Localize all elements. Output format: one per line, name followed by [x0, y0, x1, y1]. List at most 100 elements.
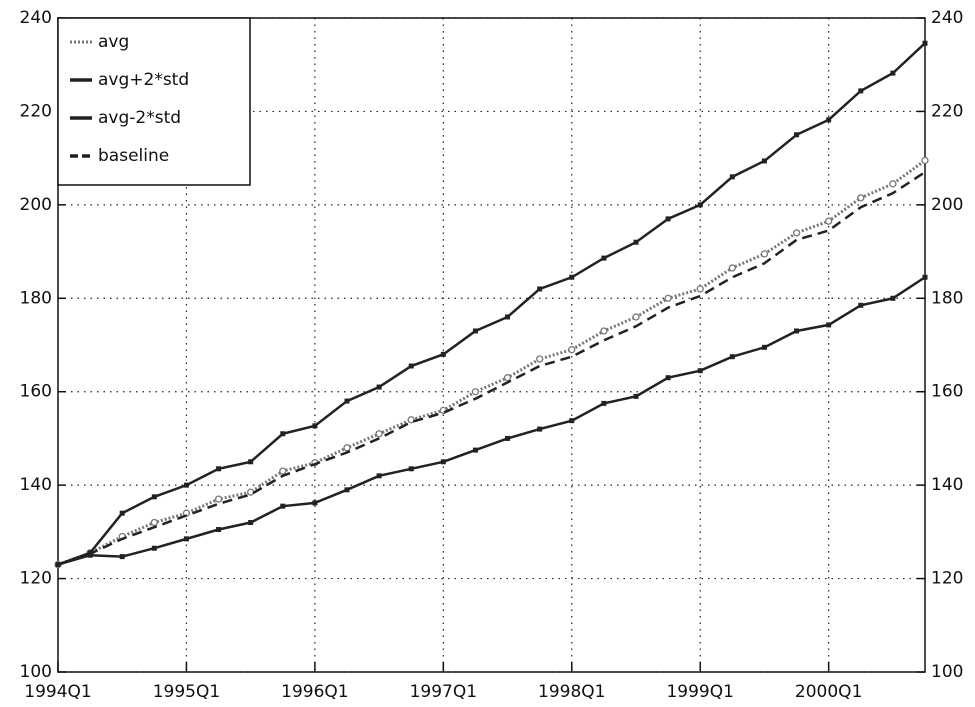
y-tick-label: 140	[20, 475, 52, 495]
point-marker	[536, 355, 544, 363]
point-marker	[344, 487, 350, 493]
point-marker	[407, 416, 415, 424]
point-marker	[889, 180, 897, 188]
point-marker	[344, 398, 350, 404]
y-tick-label: 100	[20, 662, 52, 682]
point-marker	[633, 393, 639, 399]
point-marker	[183, 482, 189, 488]
x-tick-label: 1996Q1	[281, 682, 348, 702]
point-marker	[248, 520, 254, 526]
y2-tick-label: 240	[931, 8, 963, 28]
point-marker	[890, 295, 896, 301]
y2-tick-label: 180	[931, 288, 963, 308]
point-marker	[760, 250, 769, 258]
point-marker	[697, 368, 703, 374]
point-marker	[119, 510, 125, 516]
point-marker	[150, 518, 158, 527]
point-marker	[87, 552, 93, 558]
point-marker	[729, 354, 735, 360]
x-tick-label: 1997Q1	[410, 682, 477, 702]
point-marker	[568, 346, 576, 354]
point-marker	[216, 466, 222, 472]
series-line	[57, 276, 926, 566]
point-marker	[151, 545, 157, 551]
point-marker	[280, 431, 286, 437]
point-marker	[472, 328, 478, 334]
point-marker	[601, 255, 607, 261]
x-tick-label: 1994Q1	[24, 682, 91, 702]
y-tick-label: 220	[20, 101, 52, 121]
legend-label: avg-2*std	[98, 108, 181, 128]
point-marker	[794, 328, 800, 334]
point-marker	[569, 274, 575, 280]
point-marker	[471, 388, 480, 396]
y2-tick-label: 200	[931, 195, 963, 215]
point-marker	[665, 375, 671, 381]
point-marker	[633, 239, 639, 245]
point-marker	[376, 384, 382, 390]
point-marker	[858, 88, 864, 94]
y2-tick-label: 120	[931, 569, 963, 589]
point-marker	[728, 264, 736, 272]
point-marker	[600, 327, 608, 335]
legend-label: baseline	[98, 146, 169, 166]
point-marker	[440, 459, 446, 465]
point-marker	[922, 40, 928, 46]
point-marker	[537, 286, 543, 292]
point-marker	[664, 294, 672, 302]
x-tick-label: 2000Q1	[795, 682, 862, 702]
point-marker	[921, 156, 929, 165]
x-tick-label: 1998Q1	[538, 682, 605, 702]
point-marker	[280, 503, 286, 509]
point-marker	[922, 274, 928, 280]
series-line	[57, 159, 926, 566]
y-tick-label: 200	[20, 195, 52, 215]
y-tick-label: 240	[20, 8, 52, 28]
point-marker	[440, 351, 446, 357]
series-line	[57, 171, 926, 566]
point-marker	[857, 194, 865, 202]
point-marker	[248, 459, 254, 465]
point-marker	[408, 466, 414, 472]
point-marker	[214, 495, 223, 503]
point-marker	[312, 500, 318, 506]
point-marker	[537, 426, 543, 432]
point-marker	[761, 344, 767, 350]
point-marker	[761, 158, 767, 164]
point-marker	[826, 322, 832, 328]
plot-frame	[57, 17, 926, 673]
series-line	[57, 42, 926, 566]
point-marker	[472, 447, 478, 453]
y2-tick-label: 140	[931, 475, 963, 495]
point-marker	[794, 132, 800, 138]
point-marker	[408, 363, 414, 369]
legend-label: avg+2*std	[98, 70, 189, 90]
point-marker	[375, 430, 383, 438]
point-marker	[505, 435, 511, 441]
point-marker	[569, 418, 575, 424]
point-marker	[119, 554, 125, 560]
y2-tick-label: 160	[931, 382, 963, 402]
point-marker	[279, 467, 287, 475]
point-marker	[858, 302, 864, 308]
point-marker	[890, 70, 896, 76]
y-tick-label: 180	[20, 288, 52, 308]
point-marker	[792, 229, 801, 237]
point-marker	[505, 314, 511, 320]
y-tick-label: 160	[20, 382, 52, 402]
point-marker	[632, 313, 640, 321]
x-tick-label: 1999Q1	[666, 682, 733, 702]
point-marker	[697, 202, 703, 208]
point-marker	[183, 536, 189, 542]
point-marker	[729, 174, 735, 180]
y2-tick-label: 100	[931, 662, 963, 682]
point-marker	[216, 527, 222, 533]
point-marker	[312, 423, 318, 429]
y-tick-label: 120	[20, 569, 52, 589]
point-marker	[825, 217, 833, 225]
point-marker	[503, 374, 512, 382]
point-marker	[343, 444, 351, 452]
point-marker	[151, 494, 157, 500]
x-tick-label: 1995Q1	[153, 682, 220, 702]
